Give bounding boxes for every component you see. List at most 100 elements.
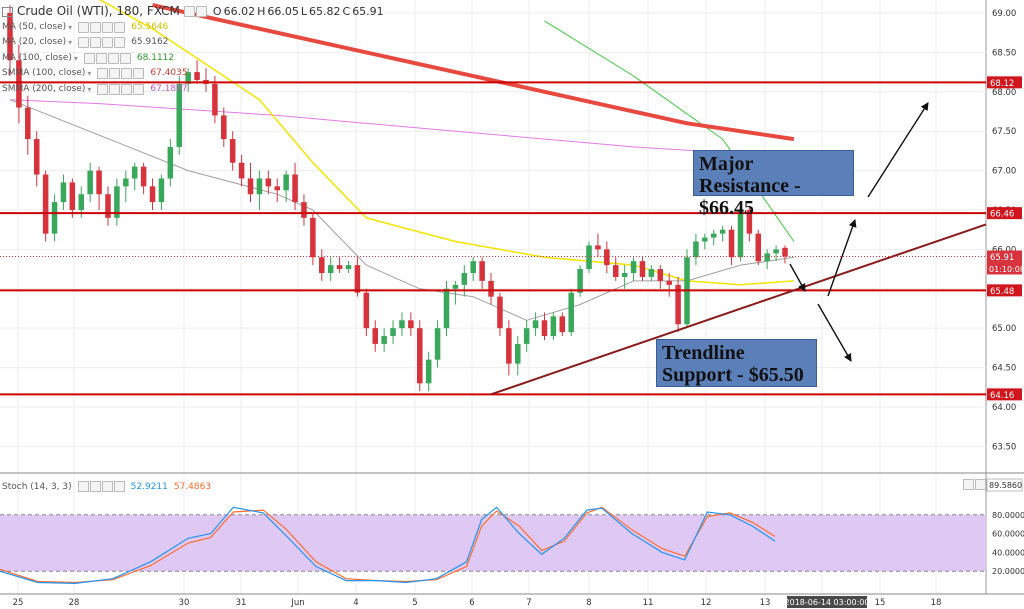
candle-body xyxy=(497,296,503,329)
stoch-current-tag-bg xyxy=(986,478,1023,492)
stoch-label: Stoch (14, 3, 3) xyxy=(2,481,72,492)
indicator-row-ma100[interactable]: MA (100, close) ▾ 68.1112 xyxy=(2,51,384,67)
candle-body xyxy=(319,257,325,274)
candle-body xyxy=(719,229,726,234)
delete-icon[interactable] xyxy=(101,481,113,492)
trendline-support-callout[interactable]: Trendline Support - $65.50 xyxy=(656,339,817,387)
candle-body xyxy=(87,170,93,195)
eye-icon[interactable] xyxy=(83,52,95,64)
indicator-value: 65.9162 xyxy=(131,37,169,47)
delete-icon[interactable] xyxy=(102,21,114,33)
settings-icon[interactable] xyxy=(90,37,102,49)
stoch-d-value: 57.4863 xyxy=(173,481,212,492)
countdown-tag: 01:10:08 xyxy=(989,265,1024,274)
more-icon[interactable] xyxy=(119,52,131,64)
stoch-axis-label: 40.0000 xyxy=(992,548,1024,557)
indicator-value: 67.4035 xyxy=(150,68,188,78)
candle-body xyxy=(363,292,370,329)
more-icon[interactable] xyxy=(113,481,125,492)
more-icon[interactable] xyxy=(133,68,145,80)
close-label: C xyxy=(342,5,351,18)
candle-body xyxy=(283,174,289,191)
eye-icon[interactable] xyxy=(78,37,90,49)
chevron-down-icon[interactable]: ▾ xyxy=(73,53,78,63)
more-icon[interactable] xyxy=(114,21,126,33)
indicator-row-smma200[interactable]: SMMA (200, close) ▾ 67.1807 xyxy=(2,82,384,98)
stoch-axis-label: 60.0000 xyxy=(992,530,1024,539)
candle-body xyxy=(327,265,334,274)
low-label: L xyxy=(300,5,307,18)
y-tick-label: 66.00 xyxy=(992,245,1016,255)
more-icon[interactable] xyxy=(133,83,145,95)
candle-body xyxy=(693,241,699,258)
settings-icon[interactable] xyxy=(109,68,121,80)
stoch-band xyxy=(0,514,986,572)
settings-icon[interactable] xyxy=(109,83,121,95)
eye-icon[interactable] xyxy=(97,68,109,80)
time-axis-label: 25 xyxy=(13,598,24,608)
candle-body xyxy=(336,265,343,270)
close-pane-icon[interactable] xyxy=(975,479,986,490)
candle-body xyxy=(657,269,664,281)
stoch-legend[interactable]: Stoch (14, 3, 3) 52.9211 57.4863 xyxy=(2,481,211,492)
candle-body xyxy=(274,186,281,191)
smma200-line xyxy=(9,99,759,156)
settings-icon[interactable] xyxy=(95,52,107,64)
candle-body xyxy=(479,261,485,281)
time-axis-label: 15 xyxy=(875,598,886,608)
candle-body xyxy=(69,182,76,210)
candle-body xyxy=(621,273,628,277)
delete-icon[interactable] xyxy=(102,37,114,49)
time-axis-label: 30 xyxy=(179,598,190,608)
eye-icon[interactable] xyxy=(77,481,89,492)
chevron-down-icon[interactable]: ▾ xyxy=(68,22,73,32)
indicator-row-smma100[interactable]: SMMA (100, close) ▾ 67.4035 xyxy=(2,66,384,82)
candle-body xyxy=(550,316,557,337)
candle-body xyxy=(675,284,681,325)
settings-icon[interactable] xyxy=(89,481,101,492)
delete-icon[interactable] xyxy=(121,83,133,95)
candle-body xyxy=(523,328,530,344)
major-resistance-callout[interactable]: Major Resistance - $66.45 xyxy=(693,150,854,219)
candle-body xyxy=(114,186,120,218)
eye-icon[interactable] xyxy=(183,6,195,18)
time-axis-label: 5 xyxy=(412,598,417,608)
candle-body xyxy=(764,253,770,262)
candle-body xyxy=(194,72,200,80)
y-tick-label: 64.00 xyxy=(992,403,1016,413)
candle-body xyxy=(354,265,361,293)
candle-body xyxy=(78,194,85,210)
candle-body xyxy=(586,245,592,270)
indicator-row-ma20[interactable]: MA (20, close) ▾ 65.9162 xyxy=(2,35,384,51)
eye-icon[interactable] xyxy=(78,21,90,33)
symbol-buttons[interactable] xyxy=(183,6,207,18)
chevron-down-icon[interactable]: ▾ xyxy=(87,84,92,94)
high-value: 66.05 xyxy=(267,5,299,18)
open-value: 66.02 xyxy=(223,5,256,18)
chevron-down-icon[interactable]: ▾ xyxy=(87,69,92,78)
candle-body xyxy=(461,273,468,285)
maximize-pane-icon[interactable] xyxy=(963,479,974,490)
chevron-down-icon[interactable]: ▾ xyxy=(68,38,73,47)
settings-icon[interactable] xyxy=(90,21,102,33)
candle-body xyxy=(16,60,22,108)
delete-icon[interactable] xyxy=(107,52,119,64)
indicator-row-ma50[interactable]: MA (50, close) ▾ 65.5646 xyxy=(2,20,384,36)
collapse-icon[interactable] xyxy=(2,6,13,17)
candle-body xyxy=(158,178,165,203)
settings-icon[interactable] xyxy=(195,6,207,18)
projection-arrow xyxy=(817,303,852,362)
candle-body xyxy=(595,245,601,250)
level-price-tag-bg xyxy=(987,207,1022,220)
more-icon[interactable] xyxy=(114,37,126,49)
candle-body xyxy=(399,320,405,329)
candle-body xyxy=(7,13,13,61)
time-axis-label: 8 xyxy=(586,598,591,608)
y-tick-label: 67.00 xyxy=(992,167,1016,177)
indicator-label: SMMA (200, close) xyxy=(2,83,86,94)
delete-icon[interactable] xyxy=(121,68,133,80)
time-axis-label: 6 xyxy=(469,598,474,608)
eye-icon[interactable] xyxy=(97,83,109,95)
